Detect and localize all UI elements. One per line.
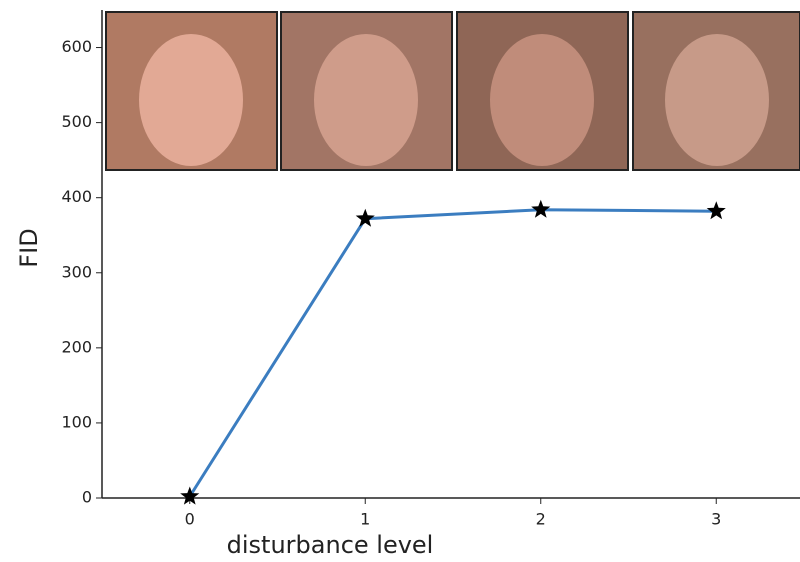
y-tick-label: 400: [61, 187, 92, 206]
y-tick-label: 500: [61, 112, 92, 131]
data-point: [531, 199, 551, 218]
data-point: [180, 486, 200, 505]
y-tick-label: 200: [61, 337, 92, 356]
y-tick-label: 0: [82, 488, 92, 507]
face-panel: [105, 11, 278, 171]
y-axis-label: FID: [15, 228, 43, 267]
data-line: [188, 208, 717, 498]
data-point: [355, 208, 375, 227]
y-tick-label: 100: [61, 412, 92, 431]
data-point: [706, 201, 726, 220]
plot-area: 0 100 200 300 400 500 600 0 1 2 3: [61, 10, 800, 529]
face-panel: [280, 11, 453, 171]
x-tick-label: 1: [360, 510, 370, 529]
image-strip: [103, 10, 800, 173]
y-tick-label: 300: [61, 262, 92, 281]
y-tick-label: 600: [61, 37, 92, 56]
x-tick-label: 3: [711, 510, 721, 529]
x-axis-label: disturbance level: [227, 531, 434, 559]
x-tick-label: 0: [185, 510, 195, 529]
face-panel: [632, 11, 800, 171]
x-tick-label: 2: [536, 510, 546, 529]
face-panel: [456, 11, 629, 171]
